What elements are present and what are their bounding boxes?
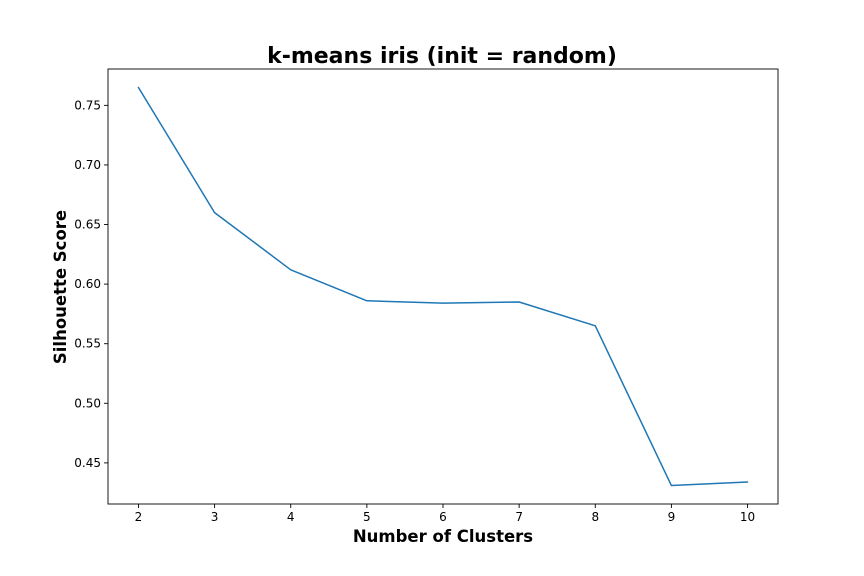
- y-tick-label: 0.75: [74, 98, 101, 112]
- x-tick-label: 10: [740, 510, 755, 524]
- x-tick-label: 2: [135, 510, 143, 524]
- plot-area: 2 3 4 5 6 7 8 9 10 0.45 0.50 0.55 0.60 0.65 0.70 0.75: [74, 68, 779, 524]
- y-axis: 0.45 0.50 0.55 0.60 0.65 0.70 0.75: [74, 98, 108, 470]
- x-tick-label: 9: [668, 510, 676, 524]
- y-tick-label: 0.50: [74, 396, 101, 410]
- x-tick-label: 7: [515, 510, 523, 524]
- x-tick-label: 8: [591, 510, 599, 524]
- y-tick-label: 0.65: [74, 218, 101, 232]
- y-tick-label: 0.70: [74, 158, 101, 172]
- chart-title: k-means iris (init = random): [267, 44, 617, 69]
- x-tick-label: 5: [363, 510, 371, 524]
- y-tick-label: 0.55: [74, 337, 101, 351]
- y-axis-label: Silhouette Score: [51, 210, 70, 364]
- x-axis-label: Number of Clusters: [353, 527, 533, 546]
- x-tick-label: 3: [211, 510, 219, 524]
- y-tick-label: 0.45: [74, 456, 101, 470]
- x-axis: 2 3 4 5 6 7 8 9 10: [135, 504, 755, 524]
- series-line: [137, 86, 749, 487]
- series-layer: [137, 86, 749, 487]
- x-tick-label: 4: [287, 510, 295, 524]
- x-tick-label: 6: [439, 510, 447, 524]
- y-tick-label: 0.60: [74, 277, 101, 291]
